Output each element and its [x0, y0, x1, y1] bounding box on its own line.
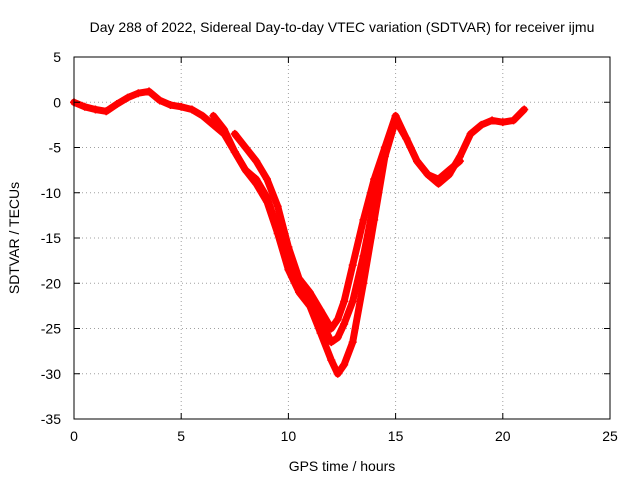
data-point — [252, 157, 261, 166]
data-point — [327, 324, 336, 333]
data-point — [262, 175, 271, 184]
data-point — [187, 105, 196, 114]
data-point — [340, 360, 349, 369]
data-point — [333, 369, 342, 378]
data-point — [80, 102, 89, 111]
y-tick-label: -35 — [41, 411, 61, 427]
data-point — [262, 193, 271, 202]
y-tick-label: -15 — [41, 230, 61, 246]
y-tick-label: 5 — [53, 49, 61, 65]
data-point — [91, 105, 100, 114]
data-point — [348, 297, 357, 306]
data-point — [333, 333, 342, 342]
data-point — [498, 118, 507, 127]
y-tick-label: -10 — [41, 185, 61, 201]
data-point — [359, 279, 368, 288]
data-point — [230, 129, 239, 138]
y-tick-label: -20 — [41, 275, 61, 291]
data-point — [477, 120, 486, 129]
data-point — [241, 143, 250, 152]
data-point — [520, 105, 529, 114]
series-line-track-c — [231, 130, 389, 332]
x-tick-label: 20 — [495, 428, 511, 444]
data-point — [177, 102, 186, 111]
x-tick-label: 15 — [388, 428, 404, 444]
data-point — [316, 306, 325, 315]
data-point — [145, 87, 154, 96]
data-point — [402, 134, 411, 143]
series-track-b — [209, 111, 464, 347]
x-tick-label: 10 — [281, 428, 297, 444]
data-point — [230, 148, 239, 157]
data-point — [295, 274, 304, 283]
y-tick-label: -5 — [49, 140, 62, 156]
ticks: 0 5 10 15 20 25 5 0 -5 -10 -15 -20 -25 -30 -35 — [41, 49, 618, 444]
data-point — [327, 356, 336, 365]
data-point — [340, 297, 349, 306]
data-point — [102, 107, 111, 116]
y-tick-label: -25 — [41, 321, 61, 337]
series-track-a — [70, 87, 529, 378]
x-axis-label: GPS time / hours — [289, 458, 396, 474]
chart-title: Day 288 of 2022, Sidereal Day-to-day VTE… — [90, 19, 595, 35]
data-point — [209, 111, 218, 120]
data-point — [423, 170, 432, 179]
data-point — [380, 143, 389, 152]
y-tick-label: -30 — [41, 366, 61, 382]
data-point — [348, 261, 357, 270]
data-point — [434, 175, 443, 184]
data-point — [166, 100, 175, 109]
data-point — [241, 166, 250, 175]
y-axis-label: SDTVAR / TECUs — [6, 182, 22, 294]
data-point — [305, 288, 314, 297]
data-point — [509, 116, 518, 125]
series-line-track-a — [70, 87, 528, 378]
x-tick-label: 5 — [177, 428, 185, 444]
data-point — [466, 129, 475, 138]
data-point — [252, 175, 261, 184]
data-point — [220, 125, 229, 134]
data-point — [391, 111, 400, 120]
data-point — [155, 96, 164, 105]
data-point — [333, 315, 342, 324]
data-point — [112, 100, 121, 109]
x-tick-label: 25 — [602, 428, 618, 444]
data-point — [209, 120, 218, 129]
data-point — [370, 175, 379, 184]
data-point — [134, 89, 143, 98]
data-point — [284, 243, 293, 252]
data-point — [327, 338, 336, 347]
data-point — [340, 319, 349, 328]
y-tick-label: 0 — [53, 94, 61, 110]
data-point — [455, 157, 464, 166]
series-layer — [70, 87, 529, 378]
data-point — [445, 166, 454, 175]
data-point — [413, 157, 422, 166]
data-point — [198, 111, 207, 120]
data-point — [359, 252, 368, 261]
data-point — [359, 215, 368, 224]
x-tick-label: 0 — [70, 428, 78, 444]
data-point — [488, 116, 497, 125]
series-track-c — [230, 129, 389, 333]
data-point — [273, 202, 282, 211]
data-point — [348, 338, 357, 347]
data-point — [123, 93, 132, 102]
